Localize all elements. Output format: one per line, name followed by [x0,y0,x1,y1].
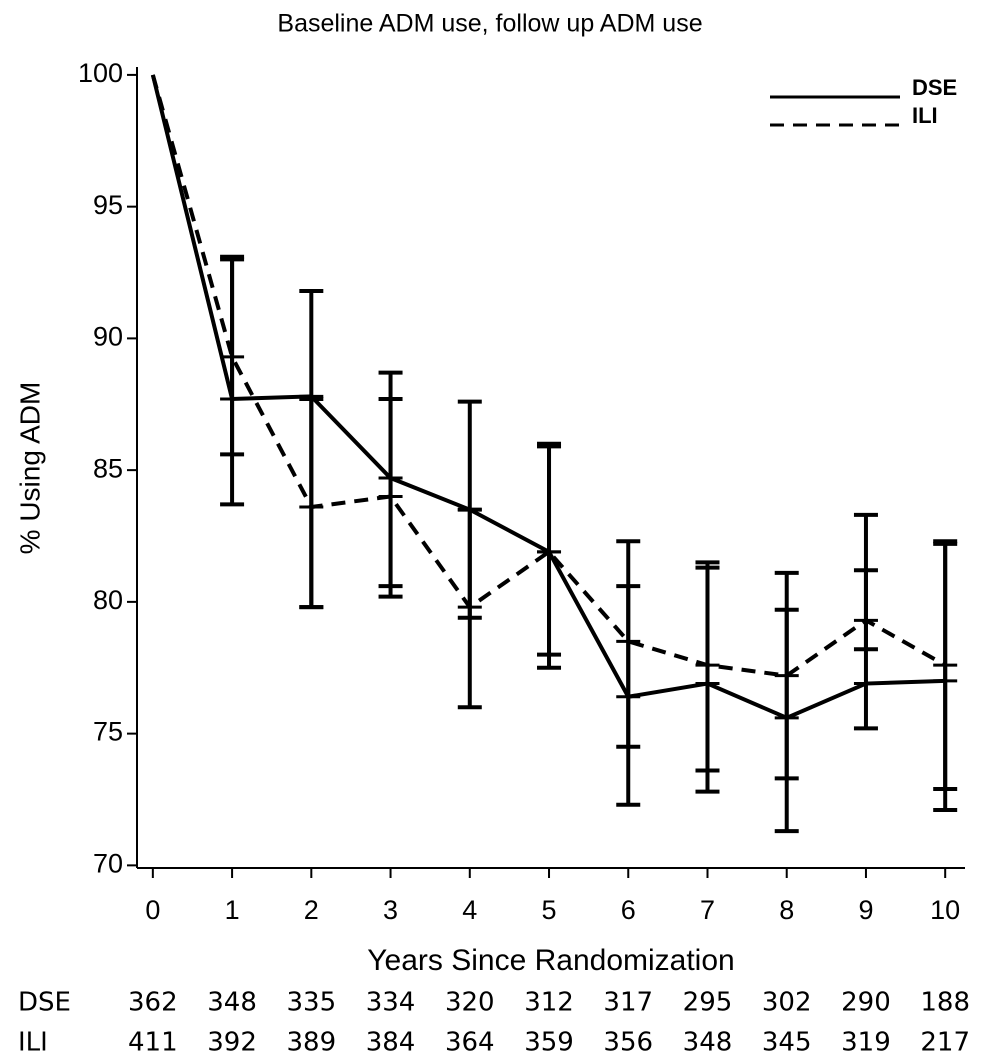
risk-count: 188 [920,988,970,1018]
x-tick-label: 3 [383,895,398,925]
x-tick-label: 0 [145,895,160,925]
y-tick-label: 100 [78,58,123,88]
risk-count: 217 [920,1028,970,1058]
risk-count: 335 [286,988,336,1018]
y-tick-label: 75 [93,717,123,747]
risk-count: 312 [524,988,574,1018]
legend-label: DSE [912,75,957,100]
risk-count: 359 [524,1028,574,1058]
risk-count: 290 [841,988,891,1018]
risk-row-label: ILI [18,1028,48,1058]
y-tick-label: 80 [93,585,123,615]
risk-count: 317 [603,988,653,1018]
risk-count: 356 [603,1028,653,1058]
series-line [150,74,947,678]
x-tick-label: 2 [304,895,319,925]
y-axis-label: % Using ADM [14,382,45,555]
x-tick-label: 1 [225,895,240,925]
risk-row-label: DSE [18,988,71,1018]
y-tick-label: 95 [93,190,123,220]
risk-count: 295 [683,988,733,1018]
y-tick-label: 85 [93,453,123,483]
risk-count: 392 [207,1028,257,1058]
x-tick-label: 8 [779,895,794,925]
x-tick-label: 5 [542,895,557,925]
risk-count: 389 [286,1028,336,1058]
x-tick-label: 7 [700,895,715,925]
y-tick-label: 70 [93,848,123,878]
risk-count: 362 [128,988,178,1018]
legend-label: ILI [912,103,938,128]
chart-title: Baseline ADM use, follow up ADM use [277,10,702,38]
risk-count: 334 [366,988,416,1018]
x-axis-label: Years Since Randomization [367,944,734,977]
risk-count: 364 [445,1028,495,1058]
risk-count: 320 [445,988,495,1018]
y-tick-label: 90 [93,322,123,352]
risk-count: 345 [762,1028,812,1058]
risk-count: 384 [366,1028,416,1058]
risk-count: 319 [841,1028,891,1058]
risk-count: 411 [128,1028,178,1058]
risk-count: 348 [683,1028,733,1058]
risk-count: 348 [207,988,257,1018]
x-tick-label: 6 [621,895,636,925]
x-tick-label: 10 [930,895,960,925]
x-tick-label: 4 [462,895,477,925]
risk-count: 302 [762,988,812,1018]
x-tick-label: 9 [858,895,873,925]
